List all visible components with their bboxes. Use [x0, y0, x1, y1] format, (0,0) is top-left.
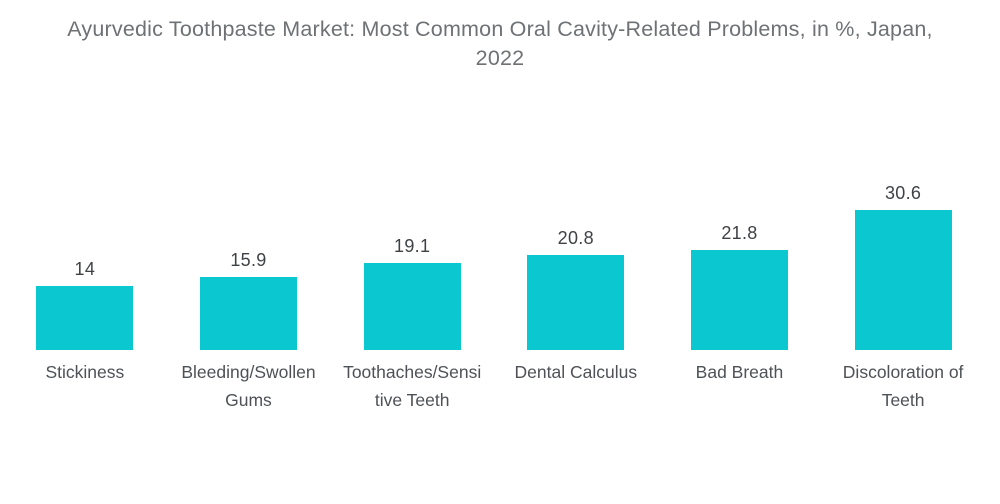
bar-value-label: 30.6 — [884, 183, 922, 203]
bar-column: 15.9 Bleeding/Swollen Gums — [167, 250, 331, 414]
bar-category-label: Stickiness — [45, 350, 124, 414]
bar-column: 20.8 Dental Calculus — [494, 228, 658, 414]
bar-category-label-line: Teeth — [881, 390, 925, 410]
bar-category-label-line: Discoloration of — [842, 362, 964, 382]
bar-category-label-line: Bleeding/Swollen — [181, 362, 316, 382]
bar-category-label-line: Stickiness — [45, 362, 125, 382]
bar-chart: 14 Stickiness 15.9 Bleeding/Swollen Gums 19.1… — [3, 183, 985, 414]
bar-value-label: 21.8 — [721, 223, 758, 244]
chart-title-line-1: Ayurvedic Toothpaste Market: Most Common… — [67, 17, 933, 41]
bar — [690, 250, 788, 350]
bar-column: 14 Stickiness — [3, 259, 167, 414]
bar-value-label: 20.8 — [557, 227, 594, 248]
bar-category-label-line: Toothaches/Sensi — [343, 362, 482, 382]
bar-category-label-line: Gums — [225, 390, 272, 410]
bar-column: 19.1 Toothaches/Sensi tive Teeth — [330, 236, 494, 414]
bar-column: 30.6 Discoloration of Teeth — [821, 183, 985, 414]
bar-category-label: Toothaches/Sensi tive Teeth — [343, 350, 481, 414]
bar-category-label: Bad Breath — [696, 350, 784, 414]
bar-category-label-line: tive Teeth — [374, 390, 450, 410]
chart-title-line-2: 2022 — [475, 46, 525, 70]
bar — [36, 285, 134, 350]
bar-category-label: Bleeding/Swollen Gums — [181, 350, 315, 414]
chart-title: Ayurvedic Toothpaste Market: Most Common… — [20, 0, 980, 73]
bar-category-label: Discoloration of Teeth — [843, 350, 964, 414]
bar-category-label: Dental Calculus — [515, 350, 638, 414]
bar-value-label: 14 — [74, 258, 96, 279]
bar-value-label: 19.1 — [394, 235, 431, 256]
bar-value-label: 15.9 — [230, 250, 267, 271]
bar — [363, 262, 461, 350]
bar-category-label-line: Dental Calculus — [514, 362, 638, 382]
bar-column: 21.8 Bad Breath — [658, 223, 822, 414]
bar-category-label-line: Bad Breath — [695, 362, 784, 382]
bar — [854, 210, 952, 350]
bar — [199, 277, 297, 350]
bar — [527, 254, 625, 350]
